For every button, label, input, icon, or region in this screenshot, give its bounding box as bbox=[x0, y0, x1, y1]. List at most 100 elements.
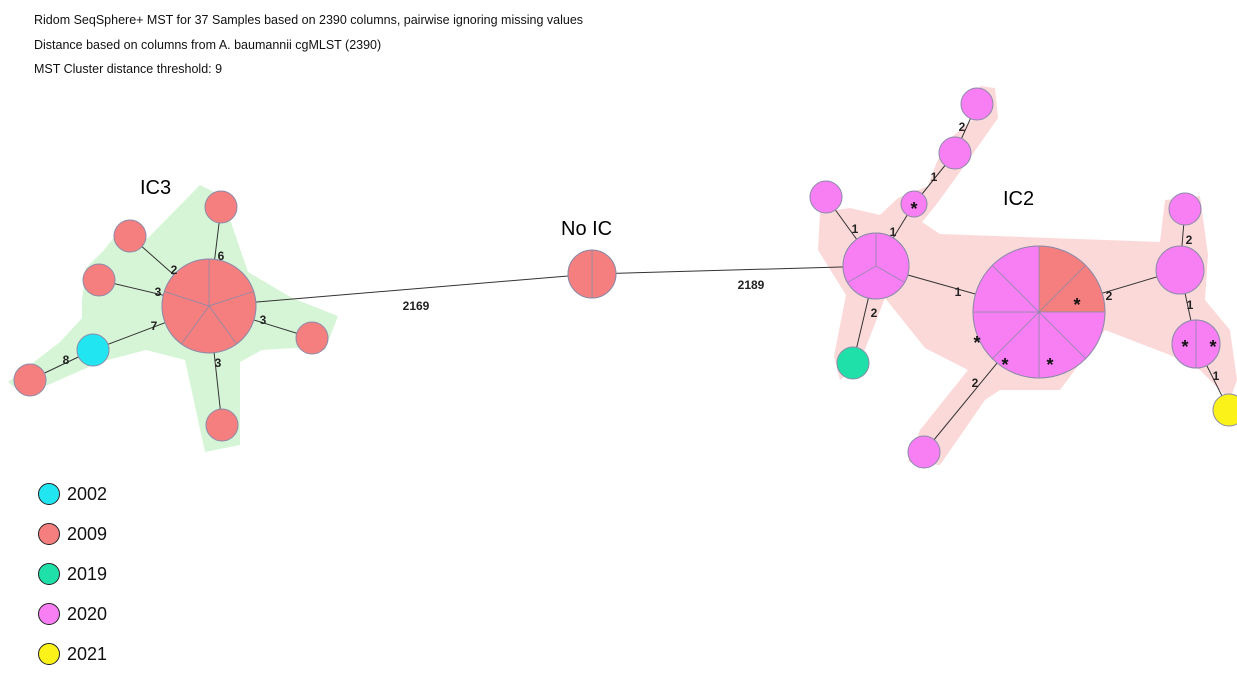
node-ic2_i bbox=[1212, 393, 1237, 427]
edge-label-ic3_center-ic3_e: 3 bbox=[215, 356, 222, 370]
edge-label-ic2_big-ic2_f: 2 bbox=[972, 376, 979, 390]
edge-noic_center-ic2_hub bbox=[591, 265, 877, 275]
edge-label-ic3_center-ic3_c: 3 bbox=[155, 285, 162, 299]
legend-label-2021: 2021 bbox=[67, 643, 108, 664]
edge-label-ic3_center-ic3_d: 3 bbox=[260, 313, 267, 327]
node-circle bbox=[204, 190, 238, 224]
legend-item-2020: 2020 bbox=[38, 594, 107, 634]
asterisk-marker: * bbox=[1209, 337, 1216, 357]
node-ic2_c bbox=[938, 136, 972, 170]
node-circle bbox=[960, 87, 994, 121]
cluster-label-ic2: IC2 bbox=[1003, 188, 1034, 210]
node-circle bbox=[836, 346, 870, 380]
edge-label-ic2_hub-ic2_e: 2 bbox=[871, 306, 878, 320]
node-outline bbox=[567, 249, 617, 299]
edge-label-ic3_center-ic3_f: 7 bbox=[151, 319, 158, 333]
legend-label-2020: 2020 bbox=[67, 603, 108, 624]
asterisk-marker: * bbox=[1073, 295, 1080, 315]
figure-header: Ridom SeqSphere+ MST for 37 Samples base… bbox=[34, 8, 583, 82]
node-ic2_hub bbox=[842, 232, 910, 300]
legend-label-2009: 2009 bbox=[67, 523, 108, 544]
legend-item-2019: 2019 bbox=[38, 554, 107, 594]
node-ic2_big: * * * * bbox=[972, 245, 1106, 379]
node-circle bbox=[1155, 245, 1205, 295]
node-circle bbox=[1212, 393, 1237, 427]
node-ic2_g bbox=[1168, 192, 1202, 226]
node-ic2_f bbox=[907, 435, 941, 469]
node-circle bbox=[76, 333, 110, 367]
header-line: Ridom SeqSphere+ MST for 37 Samples base… bbox=[34, 13, 584, 27]
node-ic3_b bbox=[113, 219, 147, 253]
node-ic2_d bbox=[960, 87, 994, 121]
legend-label-2002: 2002 bbox=[67, 483, 108, 504]
legend-label-2019: 2019 bbox=[67, 563, 108, 584]
cluster-labels: IC3 No IC IC2 bbox=[140, 177, 1034, 240]
legend-item-2009: 2009 bbox=[38, 514, 107, 554]
node-ic3_d bbox=[295, 321, 329, 355]
node-noic_center bbox=[567, 249, 617, 299]
node-outline bbox=[161, 258, 257, 354]
asterisk-marker: * bbox=[910, 199, 917, 219]
node-ic3_f bbox=[76, 333, 110, 367]
edge-label-ic2_h-ic2_i: 1 bbox=[1213, 369, 1220, 383]
edge-label-ic3_center-ic3_a: 6 bbox=[218, 249, 225, 263]
year-legend: 2002 2009 2019 2020 2021 bbox=[38, 474, 107, 674]
legend-swatch-2019 bbox=[38, 563, 60, 585]
node-ic2_e bbox=[836, 346, 870, 380]
legend-swatch-2021 bbox=[38, 643, 60, 665]
node-ic2_right bbox=[1155, 245, 1205, 295]
node-ic3_a bbox=[204, 190, 238, 224]
edge-label-ic2_hub-ic2_a: 1 bbox=[852, 222, 859, 236]
node-sector bbox=[567, 249, 593, 299]
legend-swatch-2020 bbox=[38, 603, 60, 625]
header-line: Distance based on columns from A. bauman… bbox=[34, 37, 382, 52]
node-ic3_e bbox=[205, 408, 239, 442]
edge-label-ic2_hub-ic2_big: 1 bbox=[955, 285, 962, 299]
node-ic2_b: * bbox=[900, 190, 928, 219]
edge-label-ic2_right-ic2_h: 1 bbox=[1187, 298, 1194, 312]
legend-item-2021: 2021 bbox=[38, 634, 107, 674]
node-ic3_center bbox=[161, 258, 257, 354]
node-outline bbox=[972, 245, 1106, 379]
node-circle bbox=[900, 190, 928, 218]
node-ic2_a bbox=[809, 180, 843, 214]
node-ic2_h: * * bbox=[1171, 319, 1221, 369]
node-outline bbox=[842, 232, 910, 300]
node-sector bbox=[591, 249, 617, 299]
cluster-label-noic: No IC bbox=[561, 218, 612, 240]
node-circle bbox=[938, 136, 972, 170]
node-circle bbox=[295, 321, 329, 355]
node-outline bbox=[1171, 319, 1221, 369]
cluster-label-ic3: IC3 bbox=[140, 177, 171, 199]
edge-ic3_center-noic_center bbox=[208, 273, 593, 307]
asterisk-marker: * bbox=[973, 333, 980, 353]
node-circle bbox=[13, 363, 47, 397]
edge-label-ic2_c-ic2_d: 2 bbox=[959, 120, 966, 134]
legend-swatch-2002 bbox=[38, 483, 60, 505]
node-circle bbox=[82, 263, 116, 297]
edge-label-ic3_center-noic_center: 2169 bbox=[403, 299, 430, 313]
legend-swatch-2009 bbox=[38, 523, 60, 545]
nodes: **** ** * bbox=[13, 87, 1237, 469]
edge-label-noic_center-ic2_hub: 2189 bbox=[738, 278, 765, 292]
node-ic3_g bbox=[13, 363, 47, 397]
node-circle bbox=[1168, 192, 1202, 226]
edge-label-ic2_right-ic2_g: 2 bbox=[1186, 233, 1193, 247]
edge-label-ic2_b-ic2_c: 1 bbox=[931, 170, 938, 184]
edge-label-ic2_big-ic2_right: 2 bbox=[1106, 289, 1113, 303]
node-circle bbox=[113, 219, 147, 253]
asterisk-marker: * bbox=[1181, 337, 1188, 357]
node-circle bbox=[809, 180, 843, 214]
node-circle bbox=[907, 435, 941, 469]
asterisk-marker: * bbox=[1001, 355, 1008, 375]
node-circle bbox=[205, 408, 239, 442]
legend-item-2002: 2002 bbox=[38, 474, 107, 514]
node-ic3_c bbox=[82, 263, 116, 297]
header-line: MST Cluster distance threshold: 9 bbox=[34, 62, 223, 76]
edge-label-ic3_f-ic3_g: 8 bbox=[63, 353, 70, 367]
edge-label-ic3_center-ic3_b: 2 bbox=[171, 263, 178, 277]
asterisk-marker: * bbox=[1046, 355, 1053, 375]
edge-label-ic2_hub-ic2_b: 1 bbox=[890, 225, 897, 239]
